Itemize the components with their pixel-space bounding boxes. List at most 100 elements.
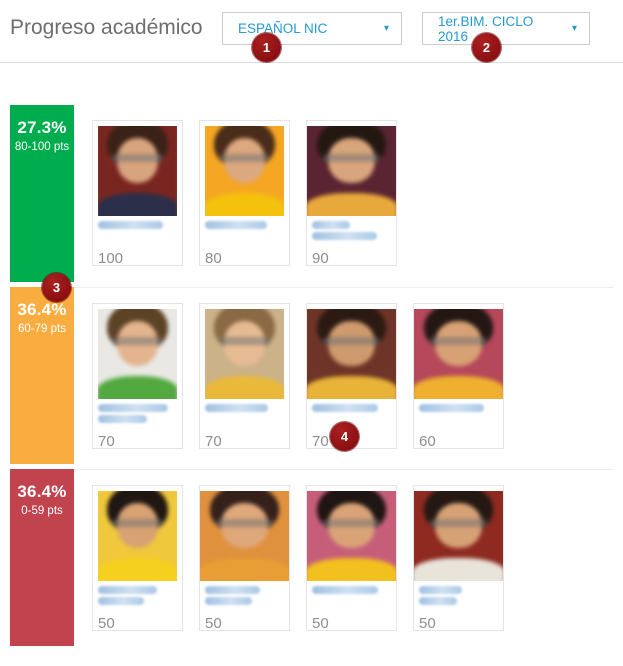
- student-score: 100: [98, 250, 124, 267]
- photo-shirt: [414, 558, 503, 581]
- name-blur-stroke: [98, 597, 144, 605]
- period-dropdown-value: 1er.BIM. CICLO 2016: [438, 13, 534, 44]
- photo-shirt: [200, 558, 289, 581]
- band-summary: 36.4% 60-79 pts: [10, 287, 74, 464]
- face-blur-bar: [322, 519, 381, 528]
- name-blur-stroke: [98, 221, 163, 229]
- face-blur-bar: [215, 519, 274, 528]
- student-name-redacted: [98, 216, 177, 248]
- student-name-redacted: [312, 399, 391, 431]
- student-card[interactable]: 60: [413, 303, 504, 450]
- score-band-row: 36.4% 0-59 pts 50 50 50 50: [10, 469, 613, 646]
- student-score: 90: [312, 250, 329, 267]
- band-percent: 36.4%: [17, 300, 67, 319]
- name-blur-stroke: [312, 221, 350, 229]
- band-summary: 36.4% 0-59 pts: [10, 469, 74, 646]
- student-name-redacted: [312, 216, 391, 248]
- name-blur-stroke: [98, 404, 168, 412]
- student-name-redacted: [419, 581, 498, 613]
- student-photo: [414, 309, 503, 399]
- name-blur-stroke: [419, 597, 457, 605]
- photo-shirt: [307, 376, 396, 399]
- chevron-down-icon: ▾: [571, 23, 577, 34]
- student-score: 50: [312, 615, 329, 632]
- student-score: 70: [205, 433, 222, 450]
- face-blur-bar: [429, 337, 488, 346]
- student-name-redacted: [98, 581, 177, 613]
- name-blur-stroke: [98, 586, 158, 594]
- student-score: 60: [419, 433, 436, 450]
- student-score: 50: [98, 615, 115, 632]
- face-blur-bar: [218, 337, 271, 346]
- student-name-redacted: [205, 216, 284, 248]
- name-blur-stroke: [205, 221, 267, 229]
- photo-shirt: [307, 558, 396, 581]
- photo-shirt: [414, 376, 503, 399]
- band-percent: 36.4%: [17, 482, 67, 501]
- band-students: 70 70 70 60: [74, 287, 613, 464]
- student-photo: [98, 309, 177, 399]
- header-divider: [0, 62, 623, 63]
- student-card[interactable]: 70: [92, 303, 183, 450]
- score-band-row: 27.3% 80-100 pts 100 80 90: [10, 105, 613, 282]
- student-name-redacted: [419, 399, 498, 431]
- student-photo: [414, 491, 503, 581]
- student-card[interactable]: 50: [92, 485, 183, 632]
- score-band-row: 36.4% 60-79 pts 70 70 70 60: [10, 287, 613, 464]
- student-card[interactable]: 50: [413, 485, 504, 632]
- face-blur-bar: [111, 519, 164, 528]
- subject-dropdown[interactable]: ESPAÑOL NIC ▾: [222, 12, 402, 45]
- student-photo: [98, 491, 177, 581]
- band-range: 0-59 pts: [21, 505, 63, 517]
- score-bands-container: 27.3% 80-100 pts 100 80 90 36.4% 60-79 pts 70 70…: [10, 105, 613, 651]
- student-photo: [205, 309, 284, 399]
- annotation-badge-4: 4: [330, 422, 359, 451]
- subject-dropdown-value: ESPAÑOL NIC: [238, 21, 328, 36]
- chevron-down-icon: ▾: [383, 23, 389, 34]
- student-card[interactable]: 50: [199, 485, 290, 632]
- annotation-badge-2: 2: [472, 33, 501, 62]
- name-blur-stroke: [98, 415, 147, 423]
- face-blur-bar: [429, 519, 488, 528]
- student-card[interactable]: 50: [306, 485, 397, 632]
- student-name-redacted: [205, 581, 284, 613]
- student-photo: [307, 126, 396, 216]
- student-score: 50: [205, 615, 222, 632]
- page-title: Progreso académico: [10, 16, 203, 39]
- name-blur-stroke: [205, 586, 261, 594]
- student-card[interactable]: 80: [199, 120, 290, 267]
- photo-shirt: [307, 193, 396, 216]
- name-blur-stroke: [312, 586, 379, 594]
- student-score: 70: [98, 433, 115, 450]
- photo-shirt: [205, 193, 284, 216]
- student-photo: [98, 126, 177, 216]
- student-card[interactable]: 70: [199, 303, 290, 450]
- band-students: 100 80 90: [74, 105, 613, 282]
- name-blur-stroke: [205, 404, 269, 412]
- photo-shirt: [98, 376, 177, 399]
- student-photo: [307, 491, 396, 581]
- student-photo: [205, 126, 284, 216]
- name-blur-stroke: [312, 232, 377, 240]
- annotation-badge-1: 1: [252, 33, 281, 62]
- name-blur-stroke: [419, 586, 463, 594]
- band-range: 60-79 pts: [18, 323, 66, 335]
- band-students: 50 50 50 50: [74, 469, 613, 646]
- face-blur-bar: [218, 154, 271, 163]
- face-blur-bar: [111, 154, 164, 163]
- band-range: 80-100 pts: [14, 141, 70, 153]
- student-card[interactable]: 100: [92, 120, 183, 267]
- period-dropdown[interactable]: 1er.BIM. CICLO 2016 ▾: [422, 12, 590, 45]
- photo-shirt: [98, 558, 177, 581]
- face-blur-bar: [322, 337, 381, 346]
- student-name-redacted: [312, 581, 391, 613]
- student-name-redacted: [98, 399, 177, 431]
- face-blur-bar: [322, 154, 381, 163]
- photo-shirt: [205, 376, 284, 399]
- name-blur-stroke: [419, 404, 484, 412]
- name-blur-stroke: [205, 597, 253, 605]
- student-photo: [307, 309, 396, 399]
- student-card[interactable]: 90: [306, 120, 397, 267]
- student-score: 70: [312, 433, 329, 450]
- name-blur-stroke: [312, 404, 379, 412]
